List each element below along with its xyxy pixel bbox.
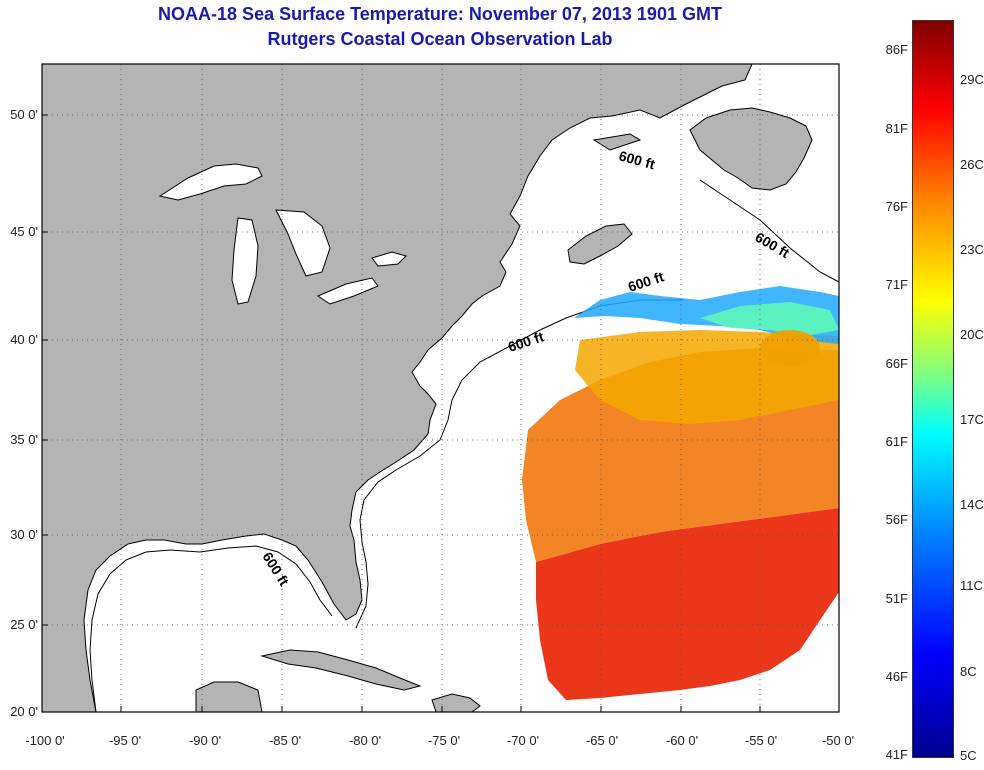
temperature-colorbar bbox=[912, 20, 954, 758]
contour-label-1: 600 ft bbox=[617, 147, 657, 172]
colorbar-f-label: 61F bbox=[885, 434, 908, 449]
sst-warm-eddy bbox=[760, 330, 820, 366]
land-nova-scotia bbox=[567, 223, 633, 265]
lat-label: 35 0' bbox=[10, 432, 38, 447]
colorbar-f-label: 86F bbox=[885, 42, 908, 57]
lat-label: 40 0' bbox=[10, 332, 38, 347]
land-anticosti bbox=[592, 133, 642, 151]
colorbar-f-label: 81F bbox=[885, 121, 908, 136]
lat-label: 45 0' bbox=[10, 224, 38, 239]
colorbar-c-label: 17C bbox=[960, 412, 984, 427]
lon-label: -80 0' bbox=[348, 733, 382, 748]
lon-label: -85 0' bbox=[268, 733, 302, 748]
depth-contour-600ft bbox=[89, 179, 839, 712]
map-title: NOAA-18 Sea Surface Temperature: Novembe… bbox=[158, 4, 722, 24]
lat-label: 20 0' bbox=[10, 704, 38, 719]
lat-label: 30 0' bbox=[10, 527, 38, 542]
lon-label: -65 0' bbox=[585, 733, 619, 748]
colorbar-c-label: 20C bbox=[960, 327, 984, 342]
lon-label: -50 0' bbox=[821, 733, 855, 748]
contour-label-3: 600 ft bbox=[626, 268, 666, 295]
lon-label: -75 0' bbox=[427, 733, 461, 748]
lat-label: 50 0' bbox=[10, 107, 38, 122]
graticule bbox=[42, 64, 839, 712]
lake-erie bbox=[316, 277, 379, 305]
colorbar-f-label: 51F bbox=[885, 591, 908, 606]
sst-region-warm bbox=[536, 508, 839, 700]
colorbar-f-label: 71F bbox=[885, 277, 908, 292]
land-yucatan bbox=[195, 681, 263, 712]
map-subtitle: Rutgers Coastal Ocean Observation Lab bbox=[267, 29, 613, 49]
colorbar-c-label: 11C bbox=[960, 578, 983, 593]
land-north-america bbox=[42, 64, 753, 712]
land-hispaniola bbox=[431, 693, 481, 712]
land-newfoundland bbox=[689, 107, 813, 191]
contour-label-5: 600 ft bbox=[259, 549, 292, 589]
colorbar-f-label: 76F bbox=[885, 199, 908, 214]
lon-label: -55 0' bbox=[744, 733, 778, 748]
lon-label: -70 0' bbox=[506, 733, 540, 748]
land-cuba bbox=[260, 649, 422, 691]
lat-label: 25 0' bbox=[10, 617, 38, 632]
sst-region-cyan bbox=[700, 302, 839, 336]
colorbar-c-label: 23C bbox=[960, 242, 984, 257]
lon-label: -90 0' bbox=[188, 733, 222, 748]
lon-label: -100 0' bbox=[25, 733, 65, 748]
colorbar-c-label: 29C bbox=[960, 72, 984, 87]
colorbar-c-label: 26C bbox=[960, 157, 984, 172]
colorbar-f-label: 56F bbox=[885, 512, 908, 527]
colorbar-c-label: 8C bbox=[960, 664, 977, 679]
colorbar-c-label: 5C bbox=[960, 748, 977, 763]
lake-ontario bbox=[371, 251, 407, 267]
colorbar-f-label: 46F bbox=[885, 669, 908, 684]
colorbar-f-label: 66F bbox=[885, 356, 908, 371]
colorbar-f-label: 41F bbox=[885, 747, 908, 762]
contour-label-4: 600 ft bbox=[506, 328, 546, 355]
lake-michigan bbox=[231, 217, 259, 305]
lake-huron bbox=[275, 209, 331, 277]
lake-superior bbox=[158, 163, 263, 201]
contour-label-2: 600 ft bbox=[753, 229, 793, 261]
colorbar-c-label: 14C bbox=[960, 497, 984, 512]
lon-label: -60 0' bbox=[665, 733, 699, 748]
lon-label: -95 0' bbox=[108, 733, 142, 748]
map-frame bbox=[41, 63, 840, 713]
